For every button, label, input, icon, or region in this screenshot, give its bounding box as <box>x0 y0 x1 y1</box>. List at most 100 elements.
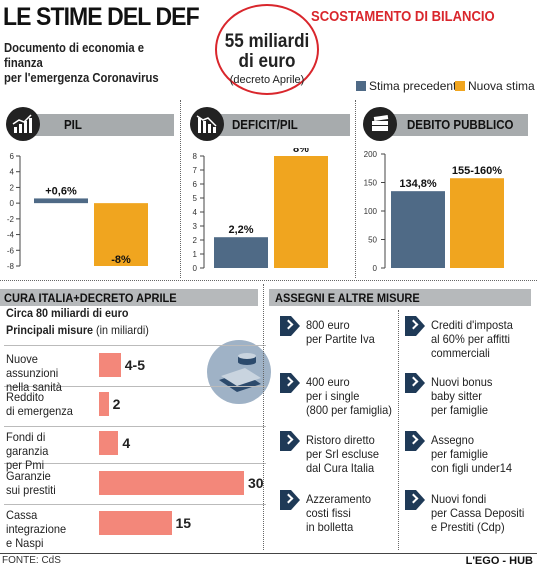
measure-item: Assegno per famiglie con figli under14 <box>431 433 532 475</box>
measure-item-line: per i single <box>306 389 360 403</box>
deficit-panel-title: DEFICIT/PIL <box>232 118 298 132</box>
arrow-right-icon <box>280 431 300 451</box>
pil-panel-title: PIL <box>64 118 82 132</box>
assegni-header-bar <box>269 289 531 306</box>
arrow-right-icon <box>405 316 425 336</box>
data-label: -8% <box>111 254 131 266</box>
measure-item-line: costi fissi <box>306 506 351 520</box>
y-tick-label: 2 <box>193 236 198 245</box>
measure-label-line: Reddito <box>6 390 45 404</box>
pil-chart: 6 4 2 0 -2 -4 -6 -8 +0,6% -8% <box>7 152 148 271</box>
cura-unit: (in miliardi) <box>96 323 149 337</box>
measure-bar <box>99 431 119 455</box>
measure-label-line: Nuove assunzioni <box>6 352 59 380</box>
deficit-note: (decreto Aprile) <box>229 74 305 86</box>
measure-item-line: commerciali <box>431 346 490 360</box>
debito-chart: 200 150 100 50 0 134,8% 155-160% <box>364 150 504 273</box>
y-tick-label: 6 <box>193 180 198 189</box>
data-label: 134,8% <box>399 178 437 190</box>
measure-item-line: baby sitter <box>431 389 482 403</box>
panel-divider <box>355 100 356 278</box>
credit: L'EGO - HUB <box>465 555 533 567</box>
measure-item-line: al 60% per affitti <box>431 332 510 346</box>
arrow-right-icon <box>280 316 300 336</box>
legend-previous-label: Stima precedente <box>369 79 464 93</box>
bar <box>450 178 504 268</box>
debito-header-bar <box>392 114 528 136</box>
measure-item: Ristoro diretto per Srl escluse dal Cura I… <box>306 433 407 475</box>
measure-separator <box>4 426 266 427</box>
bar <box>391 191 445 268</box>
measure-item: Nuovi fondi per Cassa Depositi e Prestiti … <box>431 492 532 534</box>
measure-label-line: Cassa integrazione <box>6 508 67 536</box>
measure-item-line: Nuovi bonus <box>431 375 493 389</box>
measure-label-line: Garanzie <box>6 469 51 483</box>
measure-item: 800 euro per Partite Iva <box>306 318 407 346</box>
measure-item-line: per famiglie <box>431 403 489 417</box>
measure-label-line: di emergenza <box>6 404 73 418</box>
measure-label-line: sui prestiti <box>6 483 56 497</box>
measure-item-line: Ristoro diretto <box>306 433 375 447</box>
scostamento-heading: SCOSTAMENTO DI BILANCIO <box>311 9 495 25</box>
legend-previous: Stima precedente <box>356 79 463 93</box>
cura-principali-row: Principali misure (in miliardi) <box>6 323 149 337</box>
cura-title: CURA ITALIA+DECRETO APRILE <box>4 291 177 305</box>
cura-principali: Principali misure <box>6 323 94 337</box>
bar <box>94 203 148 266</box>
deficit-amount-line-2: di euro <box>238 51 296 72</box>
measure-item-line: Assegno <box>431 433 474 447</box>
y-tick-label: 0 <box>193 264 198 273</box>
bar <box>274 156 328 268</box>
legend-new: Nuova stima <box>455 79 535 93</box>
measure-item-line: 800 euro <box>306 318 350 332</box>
measure-item: Azzeramento costi fissi in bolletta <box>306 492 407 534</box>
measure-bar <box>99 392 109 416</box>
panel-divider <box>180 100 181 278</box>
measure-item-line: Nuovi fondi <box>431 492 487 506</box>
assegni-divider <box>398 310 399 550</box>
data-label: +0,6% <box>45 185 77 197</box>
measure-label: Nuove assunzioni nella sanità <box>6 352 91 394</box>
y-tick-label: 4 <box>193 208 198 217</box>
measure-item: Crediti d'imposta al 60% per affitti comme… <box>431 318 532 360</box>
measure-label: Reddito di emergenza <box>6 390 91 418</box>
deficit-amount-circle: 55 miliardi di euro (decreto Aprile) <box>215 4 319 95</box>
legend-new-label: Nuova stima <box>468 79 535 93</box>
legend-previous-swatch <box>356 81 366 91</box>
measure-bar <box>99 471 244 495</box>
measure-label-line: Fondi di garanzia <box>6 430 49 458</box>
measure-separator <box>4 386 266 387</box>
data-label: 2,2% <box>228 224 253 236</box>
arrow-right-icon <box>280 490 300 510</box>
cura-header-bar <box>0 289 258 306</box>
measure-label: Cassa integrazione e Naspi <box>6 508 91 550</box>
measure-separator <box>4 463 266 464</box>
assegni-title: ASSEGNI E ALTRE MISURE <box>275 291 420 305</box>
subtitle-line-1: Documento di economia e finanza <box>4 41 145 70</box>
deficit-amount: 55 miliardi di euro <box>222 32 312 72</box>
arrow-right-icon <box>405 431 425 451</box>
measure-item-line: per famiglie <box>431 447 489 461</box>
source-note: FONTE: CdS <box>2 555 61 566</box>
y-tick-label: 0 <box>10 199 15 208</box>
deficit-header-bar <box>217 114 350 136</box>
y-tick-label: 200 <box>364 150 378 159</box>
deficit-chart: 8 7 6 5 4 3 2 1 0 2,2% 8% <box>193 148 328 273</box>
y-tick-label: 0 <box>373 264 378 273</box>
measure-item-line: per Partite Iva <box>306 332 375 346</box>
section-divider <box>0 280 537 281</box>
y-tick-label: 2 <box>10 183 15 192</box>
y-tick-label: 8 <box>193 152 198 161</box>
y-tick-label: 7 <box>193 166 198 175</box>
measure-label-line: nella sanità <box>6 380 62 394</box>
deficit-amount-line-1: 55 miliardi <box>224 31 310 52</box>
y-tick-label: 4 <box>10 168 15 177</box>
coins-icon <box>207 340 271 404</box>
rising-chart-icon <box>6 107 40 141</box>
falling-chart-icon <box>190 107 224 141</box>
measure-value: 4 <box>122 435 131 451</box>
measure-item-line: con figli under14 <box>431 461 513 475</box>
measure-label: Garanzie sui prestiti <box>6 469 91 497</box>
measure-item-line: per Srl escluse <box>306 447 380 461</box>
y-tick-label: 150 <box>364 179 378 188</box>
